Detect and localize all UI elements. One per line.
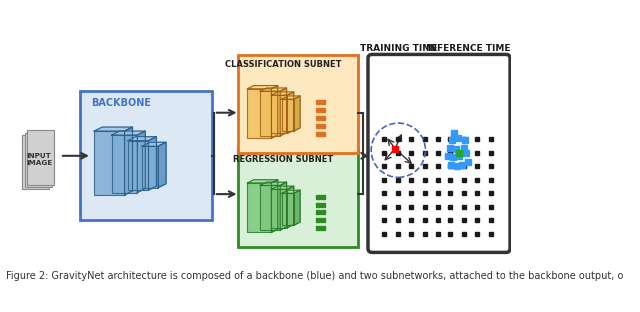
Polygon shape	[271, 95, 287, 134]
Text: INFERENCE TIME: INFERENCE TIME	[426, 44, 511, 53]
Polygon shape	[260, 182, 287, 185]
Polygon shape	[282, 193, 294, 225]
Polygon shape	[158, 142, 166, 188]
Polygon shape	[94, 127, 132, 131]
Polygon shape	[112, 135, 138, 193]
Polygon shape	[271, 186, 294, 189]
Polygon shape	[280, 182, 287, 230]
Polygon shape	[248, 180, 278, 183]
Polygon shape	[271, 92, 294, 95]
FancyBboxPatch shape	[368, 54, 510, 252]
Polygon shape	[142, 146, 158, 188]
Polygon shape	[287, 92, 294, 134]
Polygon shape	[248, 85, 278, 89]
Polygon shape	[287, 186, 294, 228]
Polygon shape	[128, 141, 148, 190]
Polygon shape	[271, 180, 278, 232]
Polygon shape	[248, 89, 271, 138]
FancyBboxPatch shape	[238, 149, 358, 247]
Polygon shape	[271, 189, 287, 228]
Polygon shape	[128, 137, 156, 141]
Polygon shape	[282, 96, 300, 99]
Polygon shape	[142, 142, 166, 146]
FancyBboxPatch shape	[27, 130, 54, 184]
Polygon shape	[260, 88, 287, 91]
Text: Figure 2: GravityNet architecture is composed of a backbone (blue) and two subne: Figure 2: GravityNet architecture is com…	[6, 271, 624, 280]
Polygon shape	[294, 96, 300, 131]
Polygon shape	[94, 131, 125, 195]
FancyBboxPatch shape	[22, 135, 49, 189]
Text: INPUT
IMAGE: INPUT IMAGE	[26, 153, 52, 166]
Polygon shape	[280, 88, 287, 136]
Polygon shape	[294, 190, 300, 225]
Polygon shape	[112, 131, 145, 135]
Text: CLASSIFICATION SUBNET: CLASSIFICATION SUBNET	[225, 60, 342, 69]
Polygon shape	[282, 99, 294, 131]
FancyBboxPatch shape	[25, 133, 52, 187]
FancyBboxPatch shape	[80, 91, 212, 221]
Polygon shape	[125, 127, 132, 195]
Polygon shape	[282, 190, 300, 193]
Text: TRAINING TIME: TRAINING TIME	[360, 44, 437, 53]
Polygon shape	[271, 85, 278, 138]
Text: BACKBONE: BACKBONE	[92, 98, 151, 108]
Polygon shape	[260, 91, 280, 136]
Polygon shape	[260, 185, 280, 230]
Text: REGRESSION SUBNET: REGRESSION SUBNET	[233, 154, 333, 163]
FancyBboxPatch shape	[238, 55, 358, 153]
Polygon shape	[148, 137, 156, 190]
Polygon shape	[248, 183, 271, 232]
Polygon shape	[138, 131, 145, 193]
